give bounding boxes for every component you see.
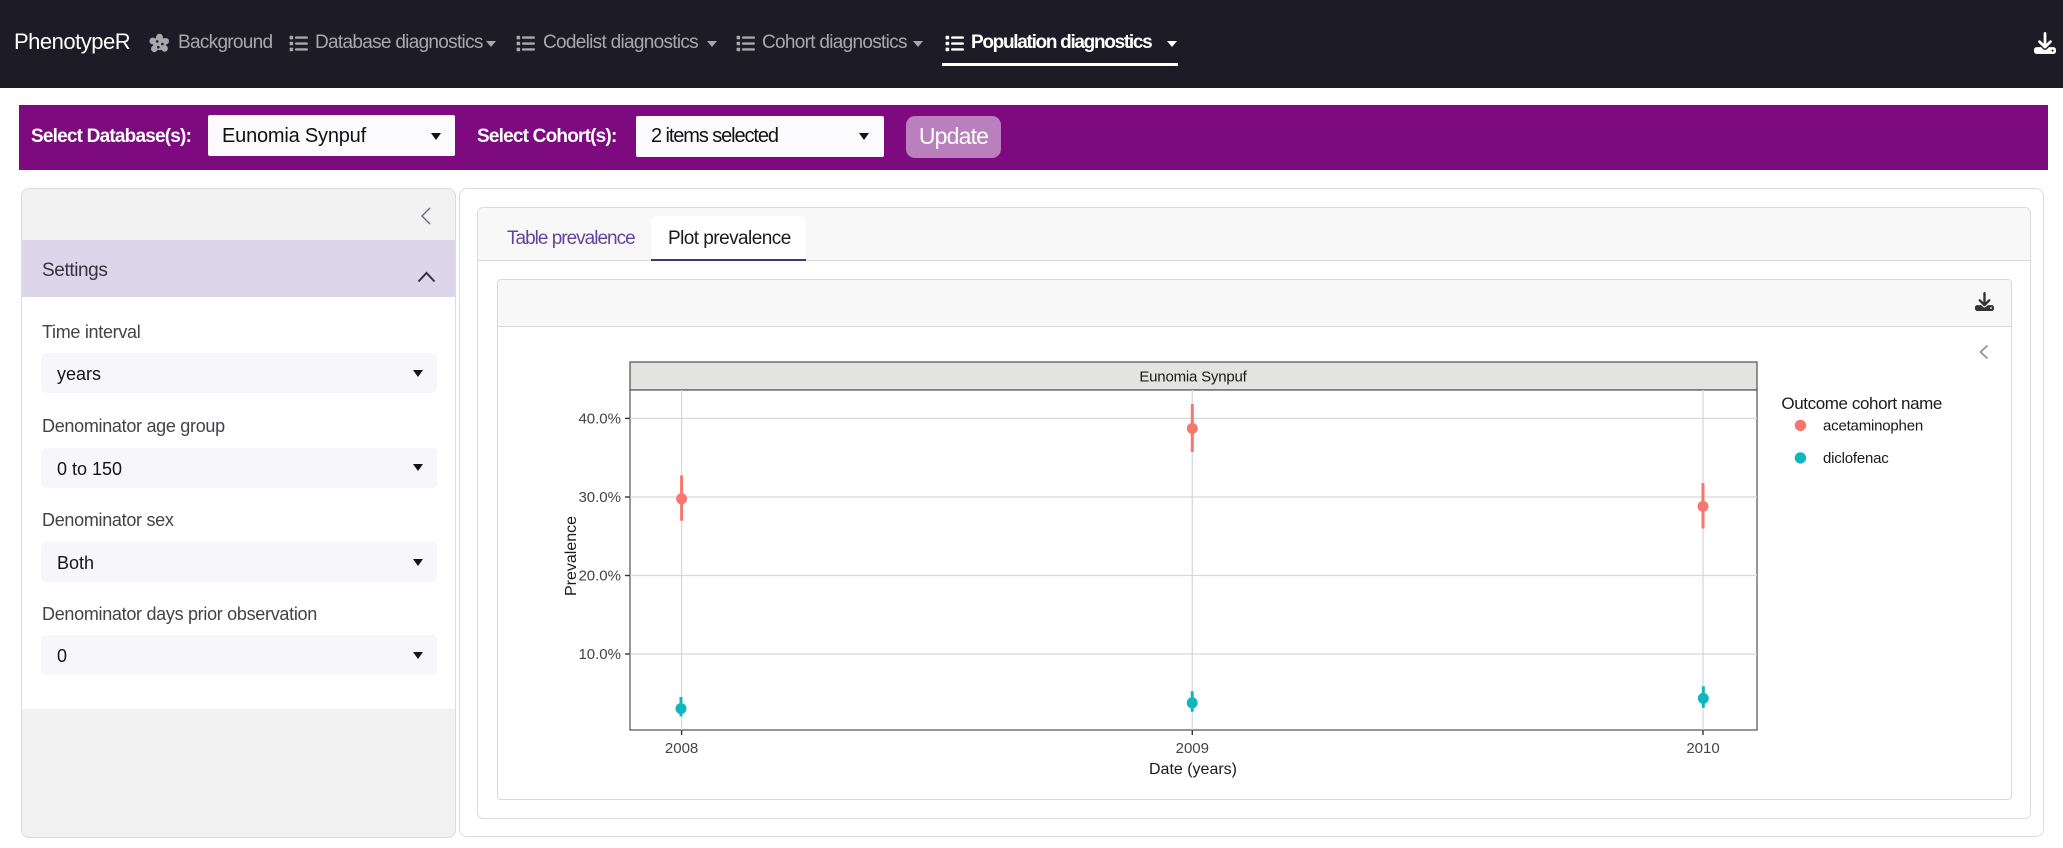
svg-text:Outcome cohort name: Outcome cohort name <box>1781 394 1942 413</box>
svg-text:diclofenac: diclofenac <box>1823 450 1889 467</box>
svg-text:2009: 2009 <box>1176 740 1209 757</box>
svg-text:40.0%: 40.0% <box>578 410 621 427</box>
svg-text:acetaminophen: acetaminophen <box>1823 417 1923 434</box>
svg-text:20.0%: 20.0% <box>578 568 621 585</box>
svg-text:Date (years): Date (years) <box>1149 761 1237 778</box>
svg-text:Eunomia Synpuf: Eunomia Synpuf <box>1139 369 1247 386</box>
svg-text:Prevalence: Prevalence <box>563 516 580 596</box>
svg-text:2010: 2010 <box>1686 740 1719 757</box>
svg-text:2008: 2008 <box>665 740 698 757</box>
svg-text:10.0%: 10.0% <box>578 646 621 663</box>
svg-text:30.0%: 30.0% <box>578 489 621 506</box>
